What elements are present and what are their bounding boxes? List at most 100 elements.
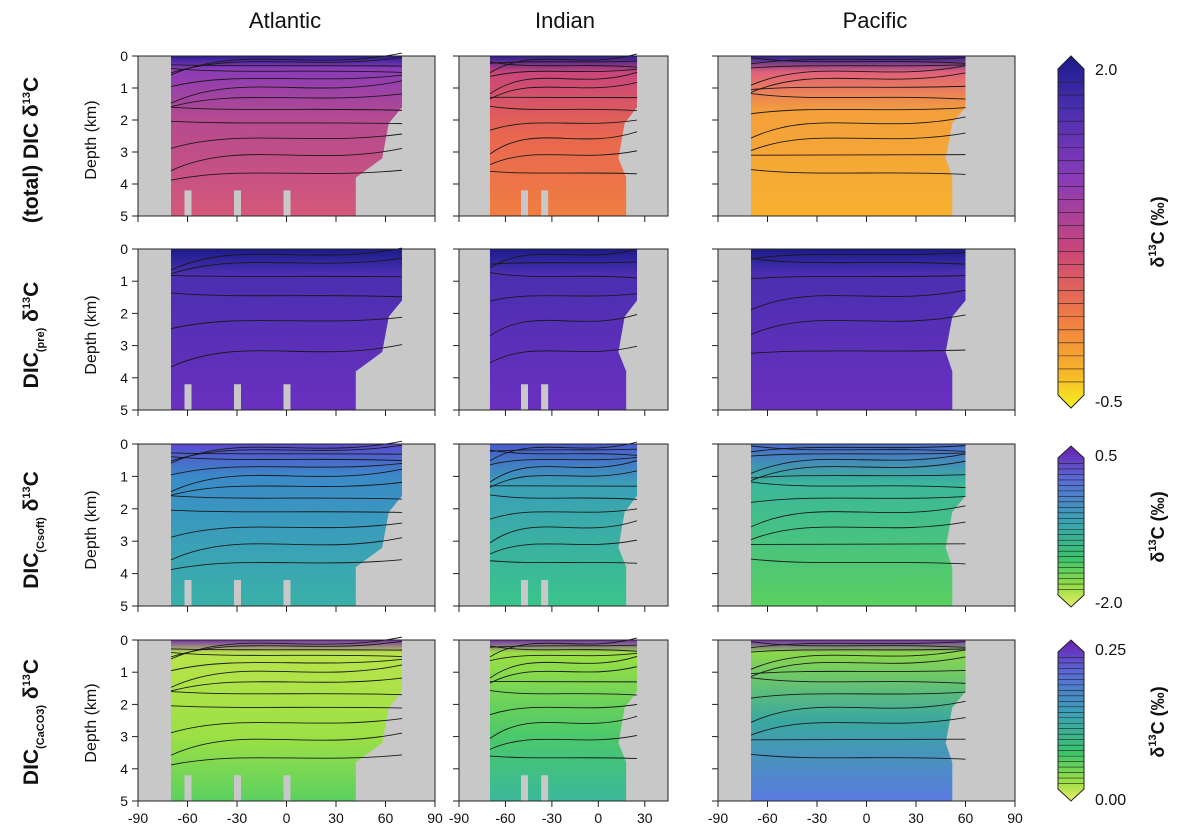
ocean-field [751,444,966,606]
row-title-csoft: DIC(Csoft) δ13C [20,471,47,589]
colorbar2-min: -2.0 [1095,595,1123,612]
lat-tick-label: 0 [594,810,602,826]
ridge [184,775,192,801]
contour-line [170,559,403,571]
lat-tick-label: -90 [449,810,469,826]
contour-line [489,170,638,175]
ridge [541,384,549,410]
panel-caco3-atlantic: 0 1 2 3 4 5-90 -60 -30 0 30 60 90 [120,632,443,826]
contour-line [170,133,403,149]
lat-tick-label: -30 [227,810,247,826]
contour-line [489,71,638,95]
svg-text:(total) DIC δ13C: (total) DIC δ13C [20,77,43,223]
panel-pre-pacific [712,248,1016,416]
contour-line [170,452,403,455]
contour-line [489,704,638,716]
contour-line [750,481,966,489]
contour-line [170,169,403,181]
ocean-field [171,640,402,801]
ocean-field [489,249,638,410]
lat-tick-label: 0 [283,810,291,826]
contour-line [489,150,638,166]
contour-line [170,257,403,275]
contour-line [170,52,403,76]
ridge [234,580,241,606]
panel-total-atlantic: 0 1 2 3 4 5 [120,48,436,224]
contour-line [170,718,403,734]
lat-tick-label: -90 [708,810,728,826]
contour-lines [489,248,638,364]
contour-line [750,453,966,474]
contour-line [750,649,966,670]
lat-tick-label: 60 [378,810,394,826]
contour-line [489,508,638,520]
colorbar3-min: 0.00 [1095,792,1126,809]
contour-line [750,717,966,736]
ocean-field [489,444,638,606]
svg-text:DIC(pre) δ13C: DIC(pre) δ13C [20,282,47,389]
contour-line [750,753,966,760]
ocean-field [751,56,966,216]
contour-line [750,85,966,90]
ocean-field [489,640,638,801]
colorbar-caco3: 0.25 0.00 δ13C (‰) [1057,639,1168,809]
contour-line [750,641,966,648]
contour-line [170,80,403,104]
contour-line [750,521,966,541]
lat-tick-label: -30 [542,810,562,826]
depth-tick-label: 1 [120,273,128,289]
depth-tick-label: 4 [120,566,128,582]
contour-line [750,543,966,545]
contour-lines [489,637,638,759]
contour-line [170,68,403,73]
ylabel-row4: Depth (km) [83,683,100,762]
contour-line [489,60,638,64]
column-title-atlantic: Atlantic [249,8,321,33]
row-title-total: (total) DIC δ13C [20,77,43,223]
lat-tick-label: -30 [807,810,827,826]
contour-line [750,154,966,156]
contour-line [750,445,966,453]
colorbar2-label: δ13C (‰) [1147,491,1168,562]
contour-line [170,292,403,298]
depth-tick-label: 0 [120,632,128,648]
contour-line [489,61,638,68]
lat-tick-label: -60 [177,810,197,826]
contour-line [170,463,403,476]
contour-line [750,72,966,93]
contour-lines [170,247,403,368]
contour-line [170,691,403,696]
lat-tick-label: 30 [328,810,344,826]
contour-line [170,93,403,108]
contour-line [489,652,638,661]
depth-tick-label: 3 [120,533,128,549]
contour-line [170,316,403,330]
lat-tick-label: 60 [958,810,974,826]
ocean-field [171,444,402,606]
contour-lines [489,53,638,175]
ridge [541,775,549,801]
contour-line [489,460,638,483]
contour-line [750,57,966,64]
depth-tick-label: 4 [120,761,128,777]
colorbar-csoft: 0.5 -2.0 δ13C (‰) [1057,445,1168,612]
depth-tick-label: 0 [120,436,128,452]
contour-lines [170,52,403,181]
contour-line [750,700,966,723]
contour-line [170,705,403,709]
panel-frame [458,443,669,607]
contour-line [170,247,403,271]
contour-line [489,68,638,77]
panel-caco3-pacific: -90 -60 -30 0 30 60 90 [708,639,1023,826]
contour-line [750,65,966,86]
contour-line [170,74,403,88]
colorbar1-label: δ13C (‰) [1147,196,1168,267]
ridge [234,775,241,801]
contour-line [489,119,638,131]
depth-tick-label: 3 [120,729,128,745]
ridge [521,384,529,410]
ridge [283,580,291,606]
colorbar2-max: 0.5 [1095,448,1117,465]
contour-line [750,505,966,528]
